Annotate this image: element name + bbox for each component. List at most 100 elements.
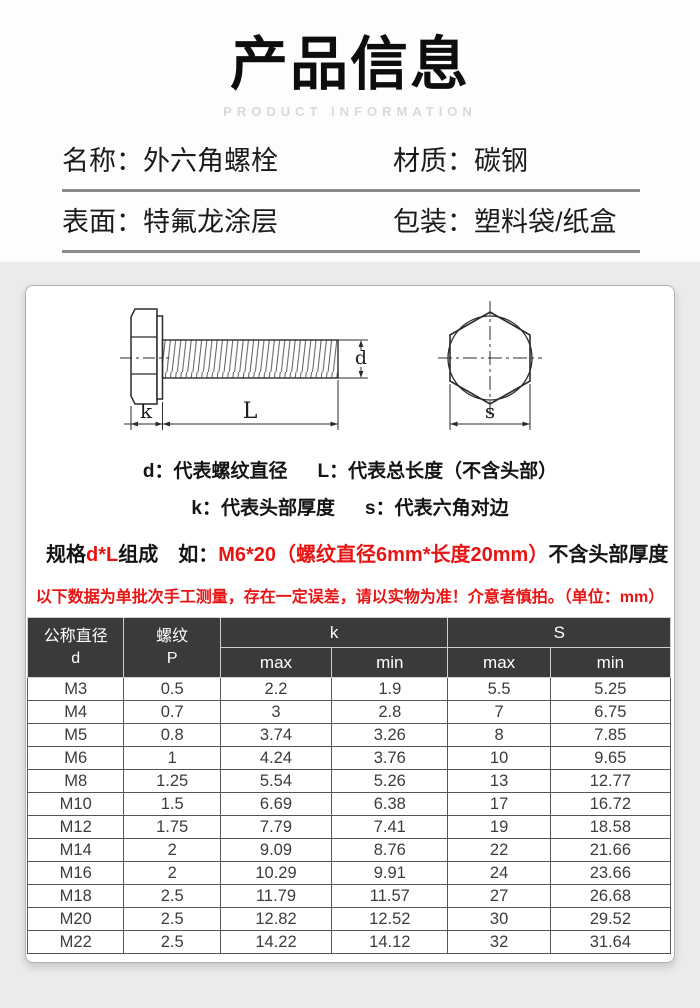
cell-smax: 19 [447,815,551,839]
definition-s: s：代表六角对边 [365,498,509,519]
cell-p: 2.5 [123,884,221,908]
definitions-line-2: k：代表头部厚度 s：代表六角对边 [26,495,674,523]
cell-kmin: 9.91 [331,861,449,885]
table-row: M6 1 4.24 3.76 10 9.65 [26,746,672,770]
dim-label-s: s [485,399,495,423]
cell-kmin: 5.26 [331,769,449,793]
cell-kmin: 1.9 [331,677,449,701]
product-attributes: 名称：外六角螺栓 材质：碳钢 表面：特氟龙涂层 包装：塑料袋/纸盒 [62,131,640,253]
cell-smin: 12.77 [549,769,672,793]
cell-p: 2 [123,861,221,885]
gray-section: d k L s [0,262,700,1008]
cell-d: M12 [26,815,125,839]
header-nominal-diameter: 公称直径 d [26,617,125,678]
cell-kmax: 4.24 [219,746,333,770]
table-row: M3 0.5 2.2 1.9 5.5 5.25 [26,677,672,701]
attr-name: 名称：外六角螺栓 [62,146,278,176]
cell-smax: 10 [447,746,551,770]
header-diameter-label: 公称直径 [43,627,108,645]
cell-kmax: 6.69 [219,792,333,816]
cell-d: M3 [26,677,125,701]
cell-smin: 7.85 [549,723,672,747]
cell-p: 1.25 [123,769,221,793]
cell-smax: 13 [447,769,551,793]
cell-smin: 16.72 [549,792,672,816]
cell-kmin: 6.38 [331,792,449,816]
cell-smax: 22 [447,838,551,862]
cell-d: M16 [26,861,125,885]
cell-smin: 6.75 [549,700,672,724]
header-diameter-symbol: d [71,649,81,667]
table-row: M4 0.7 3 2.8 7 6.75 [26,700,672,724]
cell-p: 0.5 [123,677,221,701]
bolt-front-view-diagram [438,301,542,430]
cell-smax: 32 [447,930,551,954]
cell-kmax: 3.74 [219,723,333,747]
attr-material: 材质：碳钢 [393,146,528,176]
cell-d: M18 [26,884,125,908]
spec-black-1: 规格 [46,544,86,566]
cell-kmax: 2.2 [219,677,333,701]
cell-smin: 5.25 [549,677,672,701]
cell-p: 2 [123,838,221,862]
cell-kmin: 8.76 [331,838,449,862]
cell-smax: 8 [447,723,551,747]
spec-black-2: 组成 如： [118,544,219,566]
cell-smin: 23.66 [549,861,672,885]
table-row: M18 2.5 11.79 11.57 27 26.68 [26,884,672,908]
dim-label-k: k [140,399,153,423]
cell-kmin: 7.41 [331,815,449,839]
cell-smin: 21.66 [549,838,672,862]
table-row: M12 1.75 7.79 7.41 19 18.58 [26,815,672,839]
cell-smin: 18.58 [549,815,672,839]
spec-red-1: d*L [86,544,119,566]
spec-black-3: 不含头部厚度 [548,544,669,566]
cell-p: 0.7 [123,700,221,724]
header-s-max: max [447,647,551,678]
table-body: M3 0.5 2.2 1.9 5.5 5.25 M4 0.7 3 2.8 7 6.75 M5 0.8 3… [26,677,672,954]
cell-d: M10 [26,792,125,816]
cell-kmax: 7.79 [219,815,333,839]
definition-k: k：代表头部厚度 [191,498,335,519]
cell-p: 1 [123,746,221,770]
cell-kmax: 5.54 [219,769,333,793]
cell-kmin: 3.26 [331,723,449,747]
cell-smin: 9.65 [549,746,672,770]
header-group-k: k [219,617,449,648]
dim-label-d: d [355,347,367,369]
cell-kmax: 3 [219,700,333,724]
spec-red-2: M6*20（螺纹直径6mm*长度20mm） [218,544,549,566]
attr-packaging: 包装：塑料袋/纸盒 [393,207,617,237]
cell-smin: 31.64 [549,930,672,954]
cell-p: 1.75 [123,815,221,839]
header-pitch-label: 螺纹 [156,627,189,645]
definition-L: L：代表总长度（不含头部） [317,461,558,482]
definition-d: d：代表螺纹直径 [142,461,288,482]
cell-kmax: 9.09 [219,838,333,862]
header-group-s: S [447,617,671,648]
header-k-max: max [219,647,333,678]
table-row: M16 2 10.29 9.91 24 23.66 [26,861,672,885]
cell-smin: 26.68 [549,884,672,908]
cell-smin: 29.52 [549,907,672,931]
bolt-technical-drawing: d k L s [120,301,542,430]
cell-d: M14 [26,838,125,862]
cell-smax: 5.5 [447,677,551,701]
header-thread-pitch: 螺纹 P [123,617,221,678]
cell-smax: 24 [447,861,551,885]
cell-kmax: 14.22 [219,930,333,954]
top-section: 产品信息 PRODUCT INFORMATION 名称：外六角螺栓 材质：碳钢 … [0,0,700,262]
cell-kmin: 12.52 [331,907,449,931]
page-title: 产品信息 [229,32,470,97]
header-pitch-symbol: P [166,649,178,667]
table-row: M20 2.5 12.82 12.52 30 29.52 [26,907,672,931]
cell-d: M22 [26,930,125,954]
cell-p: 2.5 [123,907,221,931]
cell-p: 2.5 [123,930,221,954]
table-row: M14 2 9.09 8.76 22 21.66 [26,838,672,862]
cell-p: 1.5 [123,792,221,816]
cell-kmin: 11.57 [331,884,449,908]
cell-d: M4 [26,700,125,724]
bolt-side-view-diagram [120,308,368,430]
